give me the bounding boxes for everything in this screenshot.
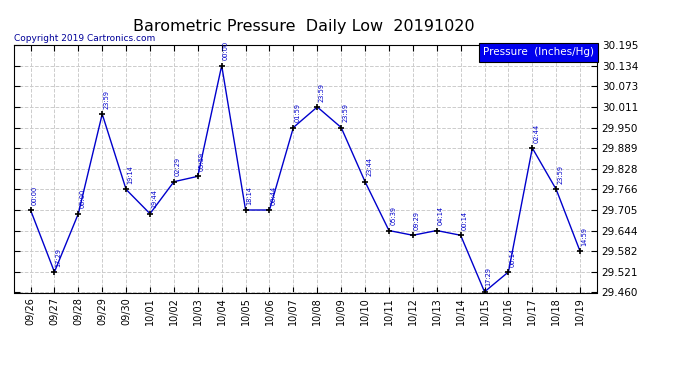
Text: 00:44: 00:44 (270, 185, 277, 204)
Text: 23:59: 23:59 (104, 90, 110, 109)
Text: 00:14: 00:14 (510, 248, 515, 267)
Text: 01:59: 01:59 (295, 103, 301, 122)
Text: Barometric Pressure  Daily Low  20191020: Barometric Pressure Daily Low 20191020 (132, 19, 475, 34)
Text: 00:14: 00:14 (462, 211, 468, 230)
Text: 09:29: 09:29 (414, 211, 420, 230)
Text: 05:59: 05:59 (199, 152, 205, 171)
Text: 05:39: 05:39 (390, 206, 396, 225)
Text: 23:59: 23:59 (342, 103, 348, 122)
Text: 23:59: 23:59 (558, 165, 564, 184)
Text: 00:00: 00:00 (223, 41, 229, 60)
Text: 23:44: 23:44 (366, 157, 373, 176)
Text: 00:00: 00:00 (79, 189, 86, 208)
Text: Copyright 2019 Cartronics.com: Copyright 2019 Cartronics.com (14, 34, 155, 43)
Text: 00:00: 00:00 (32, 185, 38, 204)
Text: 02:44: 02:44 (533, 123, 540, 142)
Text: 17:29: 17:29 (486, 267, 492, 286)
Text: 23:59: 23:59 (319, 82, 324, 102)
Text: 19:14: 19:14 (127, 165, 133, 184)
Text: 18:14: 18:14 (247, 186, 253, 204)
Text: 14:59: 14:59 (581, 227, 587, 246)
Text: 19:44: 19:44 (151, 189, 157, 208)
Text: 17:29: 17:29 (56, 248, 61, 267)
Text: Pressure  (Inches/Hg): Pressure (Inches/Hg) (483, 48, 594, 57)
Text: 04:14: 04:14 (438, 206, 444, 225)
Text: 02:29: 02:29 (175, 157, 181, 176)
